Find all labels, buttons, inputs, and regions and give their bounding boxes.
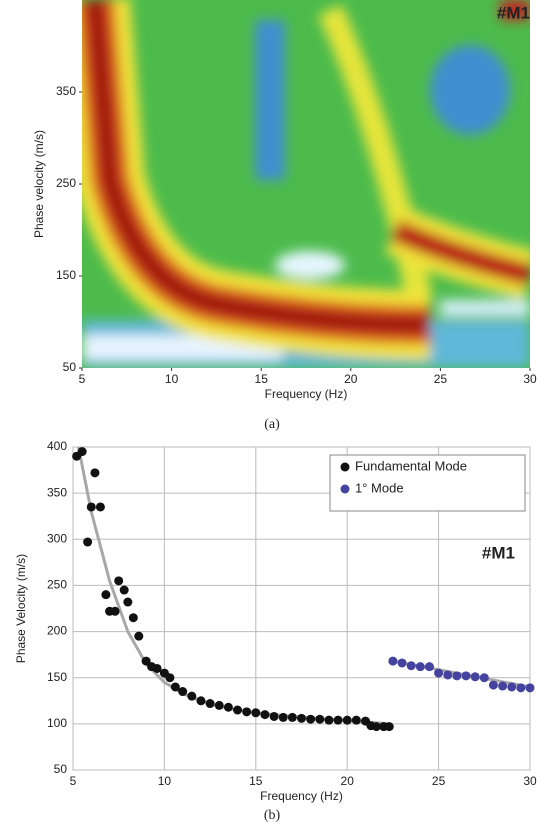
data-point: [152, 663, 162, 673]
data-point: [95, 502, 105, 512]
data-point: [488, 680, 498, 690]
data-point: [86, 502, 96, 512]
data-point: [424, 662, 434, 672]
data-point: [77, 447, 87, 457]
x-tick-label: 15: [255, 372, 269, 386]
dispersion-image: [82, 0, 530, 368]
data-point: [498, 681, 508, 691]
data-point: [315, 714, 325, 724]
y-tick-label: 50: [54, 762, 68, 776]
y-tick-label: 250: [56, 176, 76, 190]
x-tick-label: 30: [523, 372, 537, 386]
data-point: [233, 705, 243, 715]
x-tick-label: 25: [432, 774, 446, 788]
x-tick-label: 10: [158, 774, 172, 788]
y-tick-label: 350: [47, 485, 67, 499]
data-point: [223, 702, 233, 712]
x-tick-label: 30: [523, 774, 537, 788]
legend-box: [329, 454, 526, 512]
y-tick-label: 50: [63, 360, 77, 374]
data-point: [516, 683, 526, 693]
data-point: [479, 673, 489, 683]
panel-b: 50 100 150 200 250 300 350 400 5 10 15 20 25 30 Freque…: [14, 439, 537, 823]
data-point: [242, 707, 252, 717]
x-tick-label: 20: [344, 372, 358, 386]
y-tick-label: 400: [47, 439, 67, 453]
data-point: [114, 576, 124, 586]
data-point: [123, 597, 133, 607]
data-point: [260, 710, 270, 720]
data-point: [443, 670, 453, 680]
data-point: [384, 722, 394, 732]
data-point: [287, 712, 297, 722]
data-point: [165, 673, 175, 683]
data-point: [351, 715, 361, 725]
data-point: [205, 699, 215, 709]
x-tick-label: 15: [249, 774, 263, 788]
data-point: [342, 715, 352, 725]
data-point: [170, 682, 180, 692]
data-point: [134, 631, 144, 641]
x-axis-label: Frequency (Hz): [260, 789, 343, 803]
data-point: [397, 658, 407, 668]
data-point: [324, 715, 334, 725]
data-point: [187, 691, 197, 701]
data-point: [178, 687, 188, 697]
data-point: [388, 656, 398, 666]
y-tick-label: 250: [47, 578, 67, 592]
annotation: #M1: [482, 543, 515, 562]
data-point: [297, 713, 306, 723]
caption: (b): [264, 808, 281, 823]
data-point: [196, 696, 206, 706]
data-point: [371, 722, 381, 732]
y-tick-label: 200: [47, 624, 67, 638]
data-point: [101, 590, 111, 600]
data-point: [406, 661, 416, 671]
caption: (a): [264, 417, 280, 432]
data-point: [306, 714, 316, 724]
x-tick-label: 5: [79, 372, 86, 386]
data-point: [110, 606, 120, 616]
x-tick-label: 25: [434, 372, 448, 386]
legend-marker: [340, 484, 350, 494]
data-point: [141, 656, 151, 666]
data-point: [461, 671, 471, 681]
data-point: [119, 585, 129, 595]
data-point: [415, 662, 425, 672]
fit-curve: [392, 659, 531, 689]
legend-marker: [340, 462, 350, 472]
y-tick-label: 150: [47, 670, 67, 684]
data-point: [525, 683, 535, 693]
y-axis-label: Phase Velocity (m/s): [14, 554, 28, 663]
x-tick-label: 10: [165, 372, 179, 386]
data-point: [90, 468, 100, 478]
data-point: [214, 700, 224, 710]
data-point: [434, 668, 444, 678]
y-tick-label: 150: [56, 268, 76, 282]
data-point: [470, 672, 480, 682]
x-tick-label: 20: [341, 774, 355, 788]
data-point: [452, 671, 462, 681]
y-tick-label: 350: [56, 84, 76, 98]
x-tick-label: 5: [70, 774, 77, 788]
annotation: #M1: [497, 3, 530, 22]
data-point: [83, 537, 93, 547]
legend-label: 1° Mode: [355, 480, 404, 495]
data-point: [507, 682, 517, 692]
panel-a: 50 150 250 350 5 10 15 20 25 30 Frequency (Hz) Phas…: [32, 3, 537, 432]
data-point: [251, 708, 261, 718]
x-axis-label: Frequency (Hz): [265, 387, 348, 401]
data-point: [278, 712, 288, 722]
legend-label: Fundamental Mode: [355, 458, 467, 473]
y-axis-label: Phase velocity (m/s): [32, 130, 46, 238]
y-tick-label: 100: [47, 716, 67, 730]
data-point: [128, 613, 138, 623]
data-point: [333, 715, 343, 725]
y-tick-label: 300: [47, 531, 67, 545]
data-point: [269, 711, 279, 721]
